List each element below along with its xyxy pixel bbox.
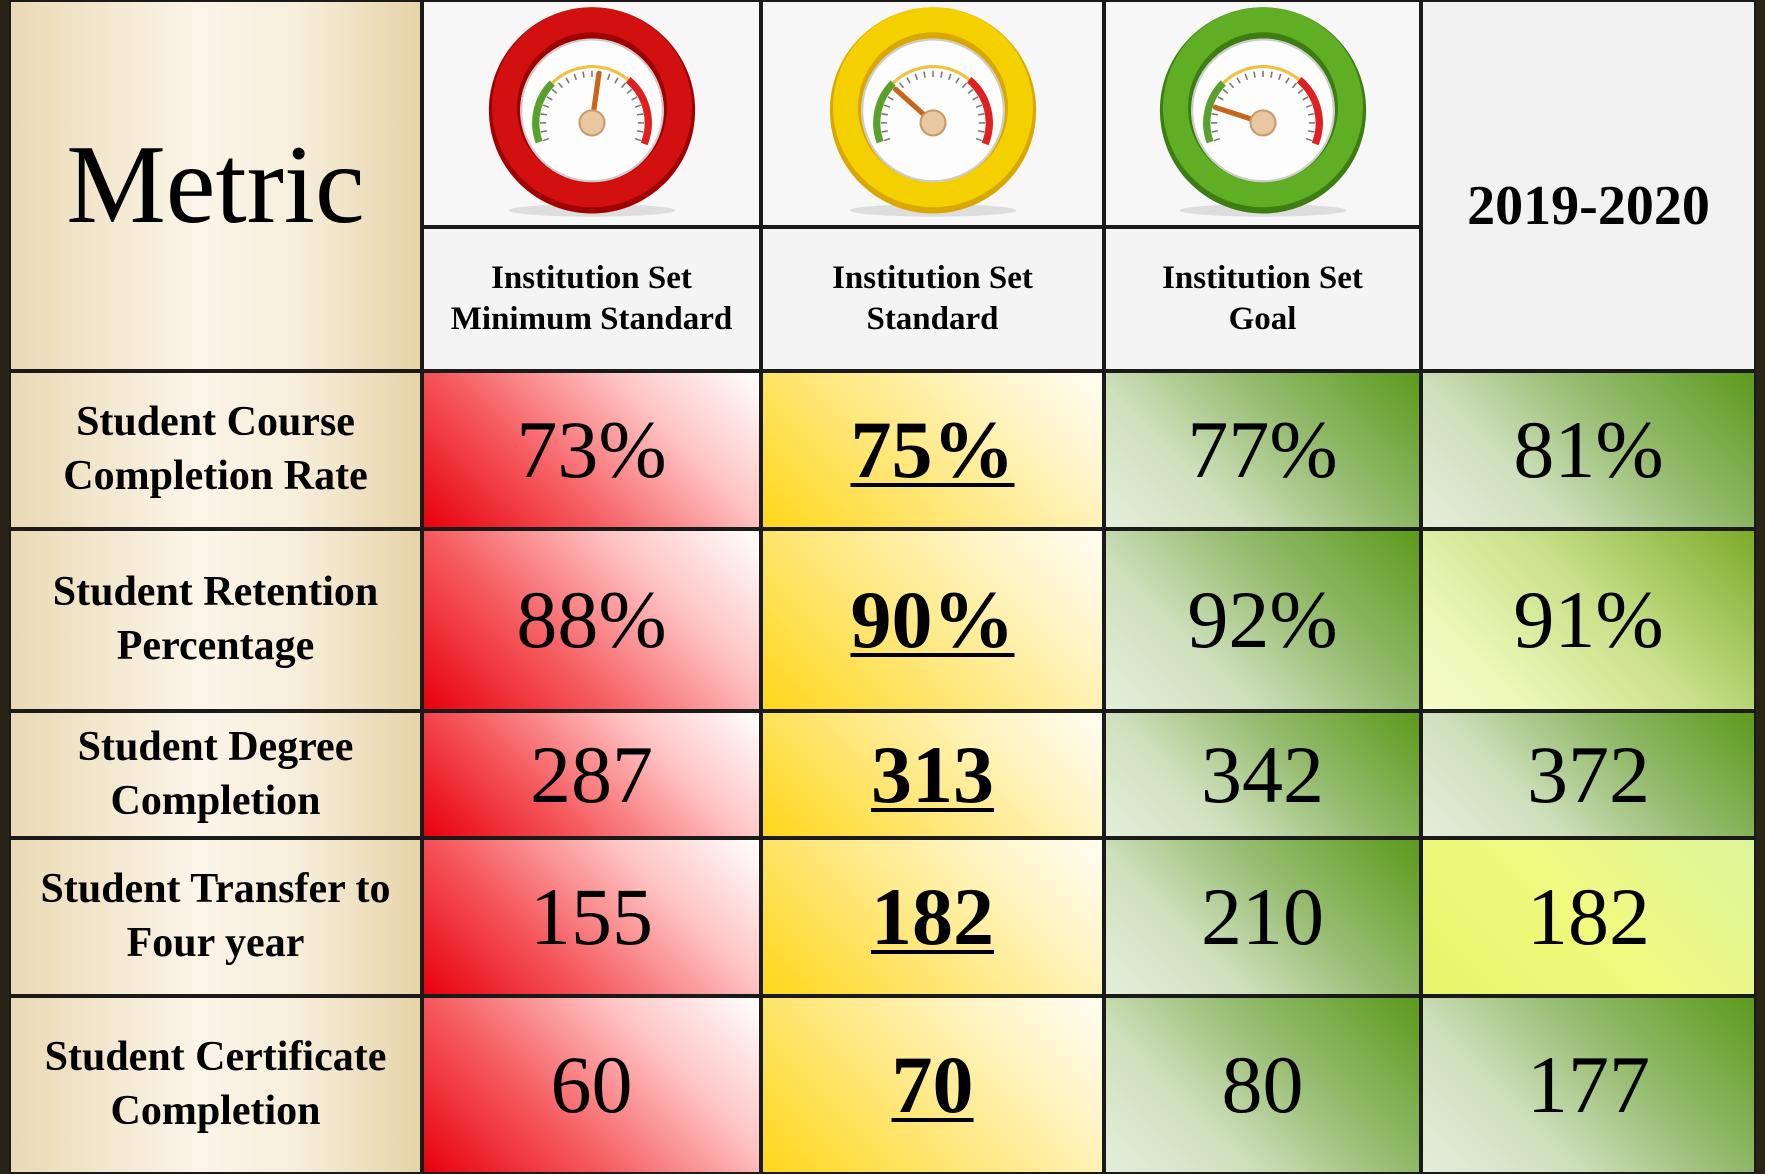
value-text: 73% <box>516 403 666 497</box>
gauge-tick <box>978 114 984 115</box>
cell-value: 155 <box>422 838 761 996</box>
gauge-tick <box>637 131 643 132</box>
cell-value: 80 <box>1104 996 1421 1174</box>
gauge-yellow <box>761 0 1104 227</box>
gauge-hub <box>1250 110 1275 135</box>
value-text: 182 <box>871 870 994 964</box>
value-text: 210 <box>1201 870 1324 964</box>
gauge-tick <box>1211 131 1217 132</box>
year-header: 2019-2020 <box>1421 0 1756 371</box>
row-label: Student Transfer to Four year <box>9 838 422 996</box>
cell-value: 88% <box>422 529 761 711</box>
value-text: 92% <box>1187 573 1337 667</box>
value-text: 91% <box>1513 573 1663 667</box>
gauge-tick <box>978 131 984 132</box>
column-header: Institution Set Minimum Standard <box>422 227 761 371</box>
value-text: 70 <box>892 1038 974 1132</box>
cell-value: 287 <box>422 711 761 838</box>
gauge-tick <box>881 131 887 132</box>
gauge-hub <box>579 110 604 135</box>
metric-header: Metric <box>9 0 422 371</box>
gauge-red <box>422 0 761 227</box>
value-text: 88% <box>516 573 666 667</box>
gauge-tick <box>1211 114 1217 115</box>
column-header: Institution Set Goal <box>1104 227 1421 371</box>
cell-value: 372 <box>1421 711 1756 838</box>
row-label: Student Degree Completion <box>9 711 422 838</box>
gauge-hub <box>920 110 945 135</box>
row-label: Student Course Completion Rate <box>9 371 422 529</box>
gauge-tick <box>540 114 546 115</box>
value-text: 80 <box>1222 1038 1304 1132</box>
gauge-tick <box>582 72 583 78</box>
cell-value: 60 <box>422 996 761 1174</box>
value-text: 182 <box>1527 870 1650 964</box>
gauge-tick <box>881 114 887 115</box>
value-text: 75% <box>851 403 1015 497</box>
value-text: 60 <box>551 1038 633 1132</box>
value-text: 342 <box>1201 728 1324 822</box>
cell-value: 182 <box>761 838 1104 996</box>
cell-value: 77% <box>1104 371 1421 529</box>
page: Metric 2019-2020 Institution Set Minimum… <box>0 0 1765 1174</box>
value-text: 90% <box>851 573 1015 667</box>
cell-value: 342 <box>1104 711 1421 838</box>
row-label: Student Certificate Completion <box>9 996 422 1174</box>
gauge-tick <box>540 131 546 132</box>
cell-value: 182 <box>1421 838 1756 996</box>
gauge-icon <box>1138 6 1388 221</box>
gauge-tick <box>923 72 924 78</box>
value-text: 313 <box>871 728 994 822</box>
cell-value: 91% <box>1421 529 1756 711</box>
cell-value: 70 <box>761 996 1104 1174</box>
cell-value: 313 <box>761 711 1104 838</box>
metric-table: Metric 2019-2020 Institution Set Minimum… <box>9 0 1756 1174</box>
cell-value: 73% <box>422 371 761 529</box>
cell-value: 81% <box>1421 371 1756 529</box>
value-text: 372 <box>1527 728 1650 822</box>
value-text: 287 <box>530 728 653 822</box>
gauge-tick <box>1308 131 1314 132</box>
row-label: Student Retention Percentage <box>9 529 422 711</box>
gauge-tick <box>940 72 941 78</box>
gauge-tick <box>637 114 643 115</box>
cell-value: 210 <box>1104 838 1421 996</box>
gauge-tick <box>1253 72 1254 78</box>
cell-value: 90% <box>761 529 1104 711</box>
cell-value: 92% <box>1104 529 1421 711</box>
gauge-tick <box>1270 72 1271 78</box>
column-header: Institution Set Standard <box>761 227 1104 371</box>
cell-value: 177 <box>1421 996 1756 1174</box>
value-text: 77% <box>1187 403 1337 497</box>
cell-value: 75% <box>761 371 1104 529</box>
gauge-green <box>1104 0 1421 227</box>
gauge-icon <box>808 6 1058 221</box>
value-text: 177 <box>1527 1038 1650 1132</box>
value-text: 81% <box>1513 403 1663 497</box>
gauge-icon <box>467 6 717 221</box>
gauge-tick <box>1308 114 1314 115</box>
value-text: 155 <box>530 870 653 964</box>
